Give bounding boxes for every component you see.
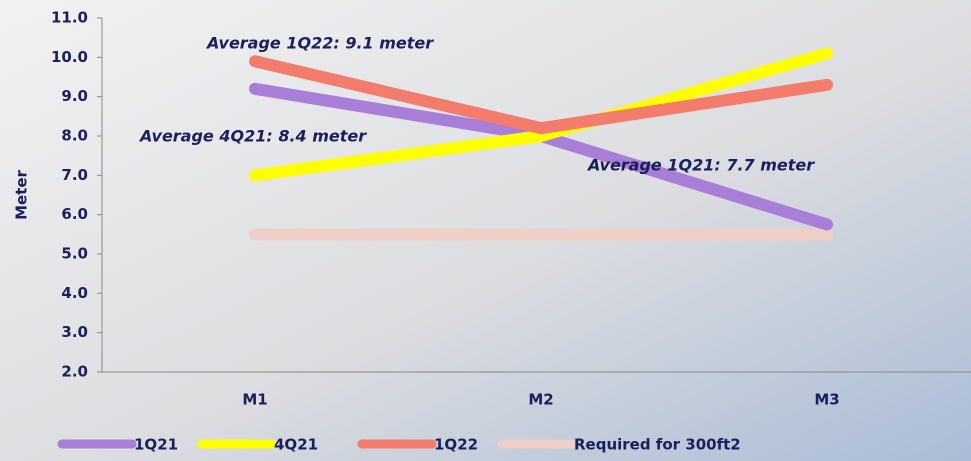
- annotation: Average 4Q21: 8.4 meter: [138, 127, 367, 146]
- annotation: Average 1Q22: 9.1 meter: [205, 34, 434, 53]
- y-tick-label: 4.0: [61, 284, 88, 302]
- y-tick-label: 9.0: [61, 87, 88, 105]
- annotation: Average 1Q21: 7.7 meter: [586, 156, 815, 175]
- y-tick-label: 8.0: [61, 127, 88, 145]
- legend-label: 1Q22: [434, 436, 478, 454]
- series-line: [249, 47, 833, 182]
- x-tick-label: M3: [814, 391, 839, 409]
- y-tick-label: 3.0: [61, 323, 88, 341]
- legend-label: 1Q21: [134, 436, 178, 454]
- y-tick-label: 6.0: [61, 205, 88, 223]
- x-tick-label: M2: [528, 391, 553, 409]
- x-tick-label: M1: [242, 391, 267, 409]
- series-line: [249, 55, 833, 135]
- y-tick-label: 10.0: [51, 48, 88, 66]
- y-tick-label: 11.0: [51, 9, 88, 27]
- y-tick-label: 7.0: [61, 166, 88, 184]
- y-tick-label: 5.0: [61, 245, 88, 263]
- y-tick-label: 2.0: [61, 363, 88, 381]
- y-axis-title: Meter: [13, 169, 31, 219]
- legend-label: 4Q21: [274, 436, 318, 454]
- legend-label: Required for 300ft2: [574, 436, 741, 454]
